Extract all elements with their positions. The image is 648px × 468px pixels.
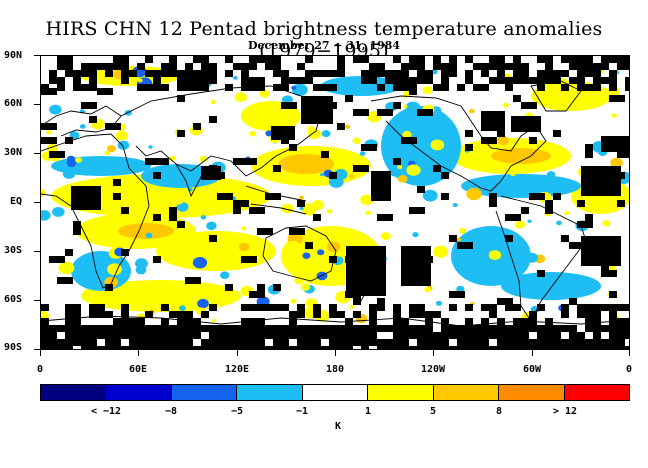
lon-tick	[237, 350, 238, 356]
lat-tick	[34, 202, 40, 203]
lon-label-60w: 60W	[522, 364, 542, 375]
lat-tick	[34, 349, 40, 350]
colorbar-swatch	[433, 385, 500, 400]
colorbar-swatch	[237, 385, 303, 400]
lat-tick	[34, 55, 40, 56]
lon-tick	[335, 350, 336, 356]
colorbar-label: > 12	[552, 406, 578, 417]
colorbar-label: 5	[429, 406, 437, 417]
anomaly-field	[41, 66, 629, 324]
coastlines	[41, 80, 629, 327]
lon-tick	[433, 350, 434, 356]
colorbar-label: −5	[230, 406, 244, 417]
lon-tick	[40, 350, 41, 356]
lat-tick	[34, 300, 40, 301]
lon-tick	[532, 350, 533, 356]
lon-label-0-end: 0	[625, 364, 633, 375]
lat-label-90s: 90S	[4, 342, 23, 353]
map-subtitle: December 27 − 31, 1984	[248, 39, 400, 52]
colorbar-swatch	[564, 385, 629, 400]
lat-tick	[34, 153, 40, 154]
lon-tick	[138, 350, 139, 356]
colorbar-label: 8	[495, 406, 503, 417]
lon-label-60e: 60E	[128, 364, 148, 375]
lon-label-180: 180	[325, 364, 345, 375]
lat-label-90n: 90N	[4, 50, 23, 61]
colorbar-unit: K	[335, 421, 342, 432]
lon-label-120e: 120E	[224, 364, 250, 375]
colorbar-label: 1	[364, 406, 372, 417]
lon-label-120w: 120W	[420, 364, 446, 375]
anomaly-map	[40, 55, 630, 350]
colorbar-swatch	[499, 385, 565, 400]
lon-label-0: 0	[36, 364, 44, 375]
lon-tick	[629, 350, 630, 356]
lat-label-eq: EQ	[10, 196, 23, 207]
colorbar-label: −8	[164, 406, 178, 417]
colorbar	[40, 384, 630, 401]
colorbar-swatch	[41, 385, 107, 400]
colorbar-swatch	[302, 385, 369, 400]
lat-label-30s: 30S	[4, 245, 23, 256]
colorbar-label: −1	[295, 406, 309, 417]
lat-label-30n: 30N	[4, 147, 23, 158]
lat-label-60n: 60N	[4, 98, 23, 109]
colorbar-swatch	[106, 385, 172, 400]
lat-tick	[34, 251, 40, 252]
lat-tick	[34, 104, 40, 105]
anomaly-map-svg	[41, 56, 629, 349]
lat-label-60s: 60S	[4, 294, 23, 305]
colorbar-label: < −12	[90, 406, 122, 417]
colorbar-swatch	[171, 385, 238, 400]
colorbar-swatch	[368, 385, 434, 400]
